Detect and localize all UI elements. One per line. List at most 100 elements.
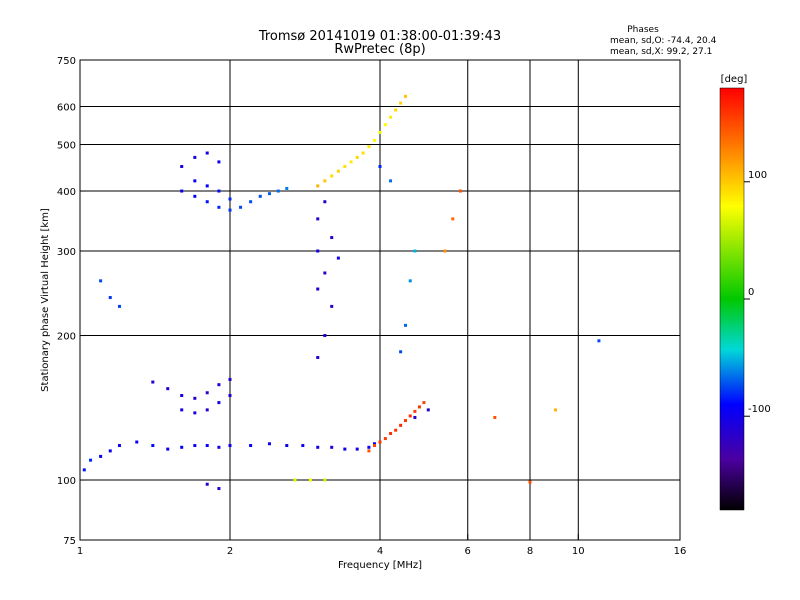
y-axis-label: Stationary phase Virtual Height [km] [40, 208, 51, 392]
data-point [205, 444, 209, 448]
data-point [330, 236, 334, 240]
data-point [293, 478, 297, 482]
data-point [239, 205, 243, 209]
data-point [408, 279, 412, 283]
y-tick-label: 300 [57, 247, 76, 258]
data-point [217, 401, 221, 405]
y-tick-labels: 75 100 200 300 400 500 600 750 [57, 56, 86, 547]
chart-title: Tromsø 20141019 01:38:00-01:39:43 [258, 29, 501, 44]
chart-subtitle: RwPretec (8p) [334, 42, 425, 57]
data-point [267, 192, 271, 196]
data-point [323, 478, 327, 482]
data-point [361, 151, 365, 155]
data-point [443, 249, 447, 253]
data-point [267, 442, 271, 446]
y-tick-label: 100 [57, 476, 76, 487]
data-point [394, 108, 398, 112]
data-point [217, 445, 221, 449]
data-point [323, 334, 327, 338]
data-point [228, 444, 232, 448]
data-point [451, 217, 455, 221]
data-point [308, 478, 312, 482]
stats-line-o: mean, sd,O: -74.4, 20.4 [610, 36, 717, 46]
data-point [205, 408, 209, 412]
data-point [378, 130, 382, 134]
data-point [597, 339, 601, 343]
data-point [228, 208, 232, 212]
data-point [413, 249, 417, 253]
data-point [403, 323, 407, 327]
data-point [99, 454, 103, 458]
data-point [528, 480, 532, 484]
data-point [399, 423, 403, 427]
data-point [249, 200, 253, 204]
data-point [217, 205, 221, 209]
data-point [135, 440, 139, 444]
data-point [373, 442, 377, 446]
x-tick-label: 4 [377, 546, 383, 557]
data-point [336, 256, 340, 260]
data-point [399, 101, 403, 105]
data-point [373, 444, 377, 448]
colorbar-label: [deg] [721, 74, 748, 85]
x-tick-labels: 1 2 4 6 8 10 16 [77, 534, 687, 557]
y-tick-label: 600 [57, 103, 76, 114]
data-point [343, 447, 347, 451]
data-point [323, 271, 327, 275]
data-point [228, 394, 232, 398]
y-tick-label: 400 [57, 187, 76, 198]
data-point [413, 409, 417, 413]
data-point [205, 184, 209, 188]
data-point [108, 449, 112, 453]
y-tick-label: 750 [57, 56, 76, 67]
x-tick-label: 6 [465, 546, 471, 557]
stats-line-x: mean, sd,X: 99.2, 27.1 [610, 47, 712, 57]
data-point [367, 145, 371, 149]
data-point [285, 186, 289, 190]
x-tick-label: 8 [527, 546, 533, 557]
x-tick-label: 2 [227, 546, 233, 557]
data-point [249, 444, 253, 448]
data-point [276, 189, 280, 193]
data-point [330, 445, 334, 449]
data-point [217, 160, 221, 164]
data-point [217, 189, 221, 193]
data-point [336, 169, 340, 173]
data-point [217, 383, 221, 387]
data-point [205, 151, 209, 155]
data-point [180, 189, 184, 193]
data-point [417, 405, 421, 409]
x-axis-label: Frequency [MHz] [338, 560, 422, 571]
data-point [493, 415, 497, 419]
data-point [553, 408, 557, 412]
data-point [228, 377, 232, 381]
data-point [399, 350, 403, 354]
data-point [180, 164, 184, 168]
data-point [193, 179, 197, 183]
x-tick-label: 10 [572, 546, 585, 557]
data-point [193, 155, 197, 159]
data-point [323, 179, 327, 183]
data-point [180, 445, 184, 449]
data-point [343, 164, 347, 168]
data-point [108, 296, 112, 300]
data-point [316, 287, 320, 291]
data-point [378, 164, 382, 168]
y-tick-label: 200 [57, 332, 76, 343]
colorbar-ticks: 100 0 -100 [744, 170, 771, 417]
x-tick-label: 16 [674, 546, 687, 557]
data-point [349, 160, 353, 164]
data-point [117, 304, 121, 308]
data-point [205, 200, 209, 204]
colorbar-tick-label: -100 [748, 404, 771, 415]
data-point [82, 468, 86, 472]
data-point [316, 184, 320, 188]
x-tick-label: 1 [77, 546, 83, 557]
data-point [330, 174, 334, 178]
data-point [330, 304, 334, 308]
colorbar [719, 87, 745, 511]
data-point [355, 155, 359, 159]
data-point [151, 380, 155, 384]
data-point [383, 437, 387, 441]
data-point [323, 200, 327, 204]
